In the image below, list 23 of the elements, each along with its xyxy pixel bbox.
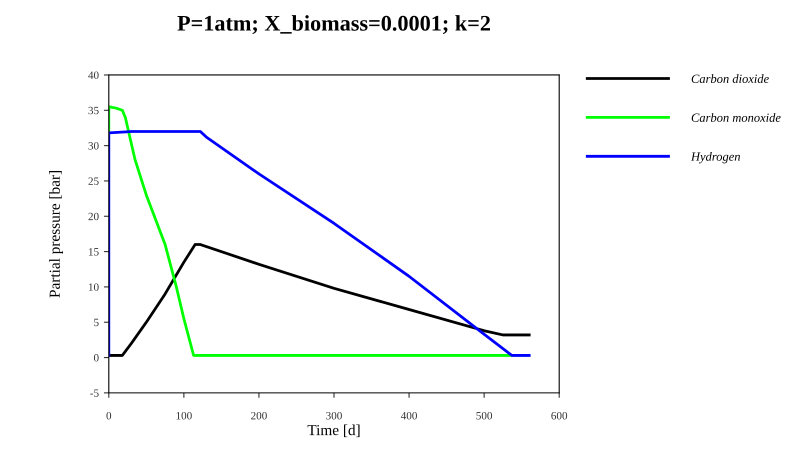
y-axis-title: Partial pressure [bar]: [49, 171, 63, 298]
y-tick-label: 15: [88, 248, 99, 256]
x-tick-label: 600: [551, 412, 568, 420]
y-tick-label: 40: [88, 71, 99, 79]
x-tick-label: 200: [251, 412, 267, 420]
x-tick-label: 0: [106, 412, 112, 420]
y-tick-label: 35: [88, 106, 99, 114]
y-tick-label: 0: [94, 354, 99, 362]
y-tick-label: 30: [88, 142, 99, 150]
chart-title: P=1atm; X_biomass=0.0001; k=2: [177, 15, 490, 34]
text: Carbon monoxide: [692, 113, 781, 122]
x-axis-title: Time [d]: [308, 424, 360, 438]
x-tick-label: 300: [326, 412, 342, 420]
y-tick-label: 25: [88, 177, 99, 185]
x-tick-label: 100: [176, 412, 192, 420]
y-tick-label: 20: [88, 212, 99, 220]
x-tick-label: 400: [400, 412, 417, 420]
y-tick-label: 10: [88, 283, 99, 291]
x-tick-label: 500: [476, 412, 492, 420]
text: Hydrogen: [690, 152, 740, 164]
text: Carbon dioxide: [692, 74, 769, 83]
y-tick-label: 5: [94, 318, 99, 326]
y-tick-label: -5: [90, 389, 99, 397]
